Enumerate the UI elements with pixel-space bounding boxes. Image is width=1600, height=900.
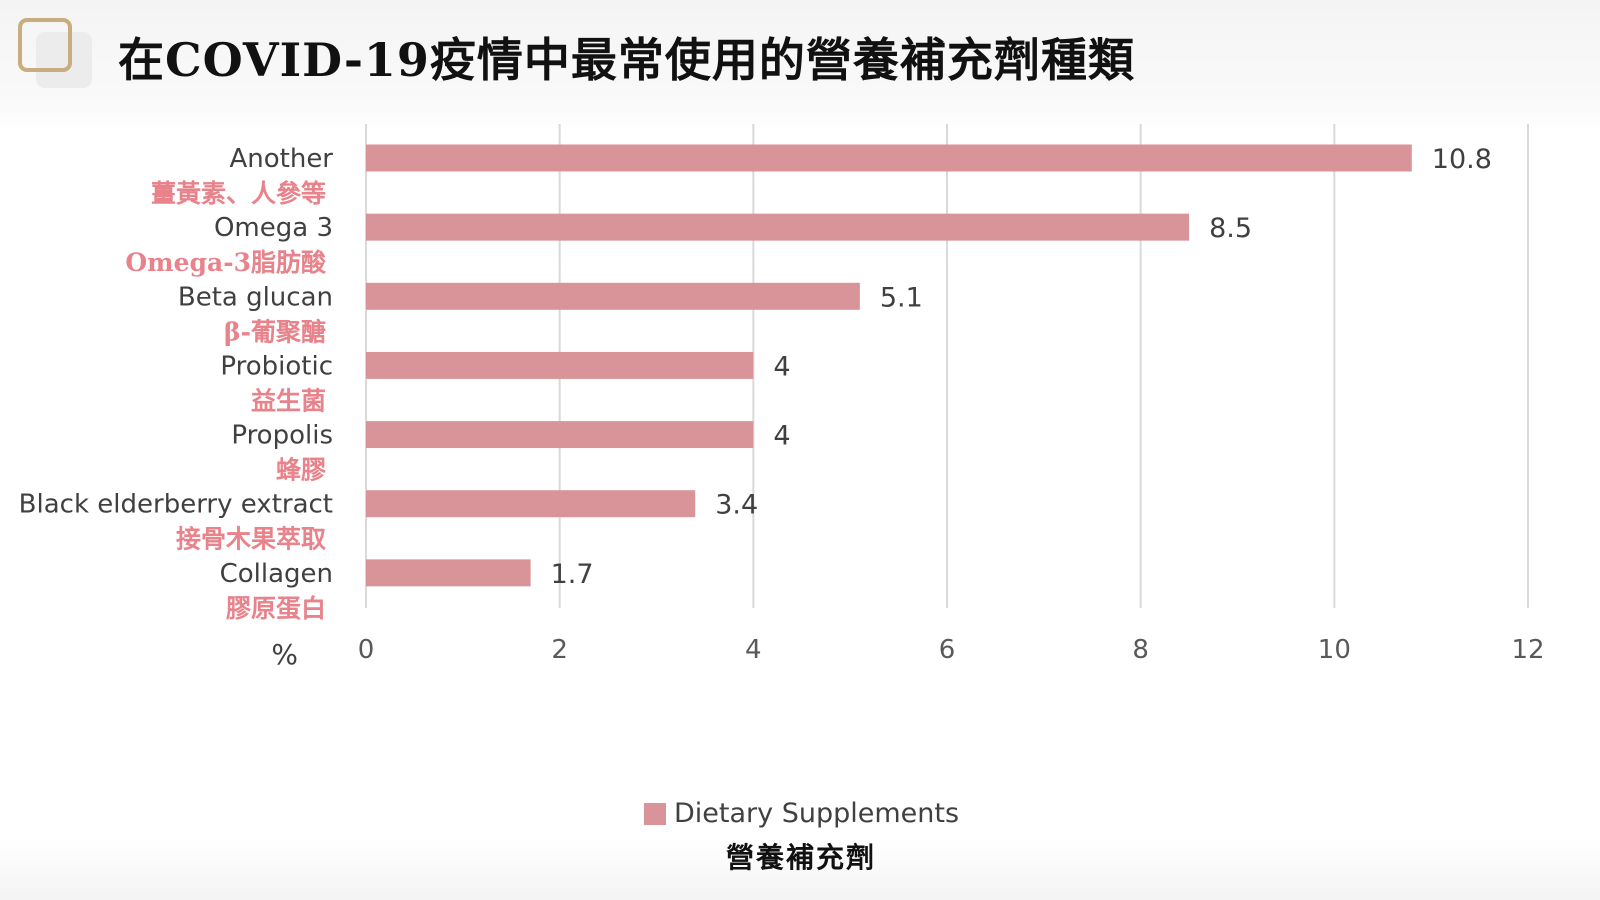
x-tick-label: 8 [1132,635,1149,665]
category-label: Beta glucan [178,282,333,312]
x-tick-label: 4 [745,635,762,665]
legend-label-chinese: 營養補充劑 [726,841,877,874]
data-label: 8.5 [1209,213,1252,244]
bar [366,351,754,379]
x-tick-label: 0 [358,635,375,665]
data-label: 5.1 [880,282,923,313]
x-tick-label: 6 [939,635,956,665]
category-label-chinese: 益生菌 [251,386,326,415]
bar [366,559,531,587]
data-label: 1.7 [551,559,594,590]
slide-title: 在COVID-19疫情中最常使用的營養補充劑種類 [118,33,1135,87]
bar [366,213,1190,241]
category-label: Propolis [231,421,333,451]
category-label: Omega 3 [214,213,333,243]
data-label: 4 [773,421,790,452]
x-axis-label: % [271,638,298,671]
category-label: Another [229,144,333,174]
category-label: Black elderberry extract [19,490,333,520]
bar [366,282,860,310]
chart-legend: Dietary Supplements [644,798,959,829]
title-decoration-shadow [36,32,92,88]
data-label: 10.8 [1432,144,1492,175]
category-label-chinese: 接骨木果萃取 [176,525,326,554]
legend-swatch [644,802,666,825]
category-label: Collagen [220,559,333,589]
category-label: Probiotic [220,351,333,381]
bar [366,490,696,518]
category-label-chinese: 蜂膠 [276,456,326,485]
bar [366,144,1412,172]
x-tick-label: 10 [1318,635,1351,665]
bar [366,421,754,449]
x-tick-label: 12 [1511,635,1544,665]
category-label-chinese: β-葡聚醣 [224,317,326,346]
title-decoration-box [18,18,72,72]
category-label-chinese: 膠原蛋白 [226,594,326,623]
data-label: 3.4 [715,490,758,521]
legend-label: Dietary Supplements [674,798,960,829]
data-label: 4 [773,351,790,382]
bar-chart: 0 2 4 6 8 10 12% 10.8 Another 薑黃素、人參等 8.5 Omega 3 Om… [19,124,1545,671]
category-label-chinese: Omega-3脂肪酸 [125,248,327,277]
category-label-chinese: 薑黃素、人參等 [151,179,326,208]
x-tick-label: 2 [551,635,568,665]
